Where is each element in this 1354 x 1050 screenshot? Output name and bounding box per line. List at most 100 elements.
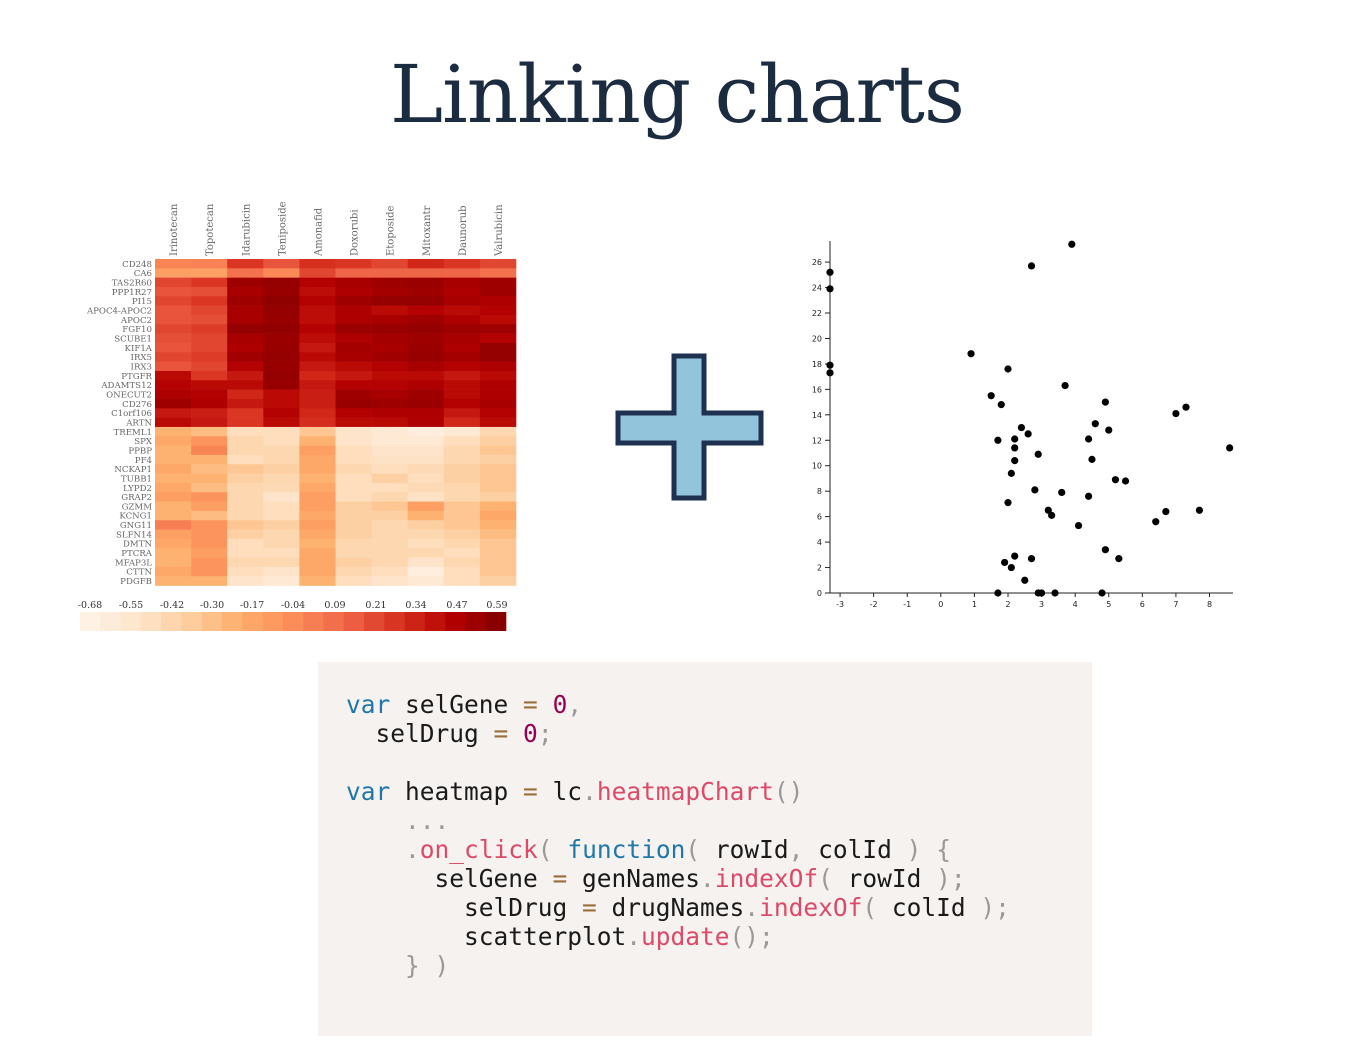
heatmap-cell[interactable] [479, 445, 517, 456]
heatmap-cell[interactable] [407, 454, 445, 465]
scatter-point[interactable] [994, 589, 1002, 597]
heatmap-cell[interactable] [407, 464, 445, 474]
scatter-point[interactable] [1101, 398, 1109, 406]
scatter-point[interactable] [1011, 435, 1019, 443]
heatmap-cell[interactable] [155, 445, 192, 456]
heatmap-cell[interactable] [443, 436, 481, 446]
heatmap-cell[interactable] [299, 259, 336, 269]
heatmap-cell[interactable] [407, 380, 445, 390]
scatter-point[interactable] [1048, 511, 1056, 519]
heatmap-cell[interactable] [335, 361, 372, 372]
heatmap-cell[interactable] [407, 277, 445, 288]
scatter-point[interactable] [1004, 499, 1012, 507]
heatmap-row-label[interactable]: PDGFB [120, 577, 152, 587]
heatmap-cell[interactable] [227, 361, 264, 372]
heatmap-cell[interactable] [155, 268, 192, 278]
heatmap-cell[interactable] [479, 520, 517, 530]
heatmap-cell[interactable] [191, 557, 228, 568]
heatmap-cell[interactable] [335, 370, 372, 381]
heatmap-cell[interactable] [371, 361, 408, 372]
heatmap-row-label[interactable]: GNG11 [120, 521, 152, 531]
heatmap-cell[interactable] [335, 510, 372, 521]
heatmap-cell[interactable] [407, 417, 445, 428]
heatmap-cell[interactable] [299, 566, 336, 577]
heatmap-cell[interactable] [443, 426, 481, 437]
heatmap-cell[interactable] [371, 342, 408, 353]
heatmap-cell[interactable] [299, 473, 336, 484]
heatmap-row-label[interactable]: C1orf106 [111, 409, 152, 419]
heatmap-cell[interactable] [155, 501, 192, 512]
heatmap-cell[interactable] [299, 501, 336, 512]
heatmap-cell[interactable] [371, 529, 408, 540]
heatmap-cell[interactable] [371, 576, 408, 586]
heatmap-cell[interactable] [299, 426, 336, 437]
heatmap-cell[interactable] [191, 482, 228, 493]
heatmap-cell[interactable] [227, 277, 264, 288]
heatmap-cell[interactable] [191, 464, 228, 474]
heatmap-cell[interactable] [479, 464, 517, 474]
scatter-point[interactable] [1162, 507, 1170, 516]
heatmap-cell[interactable] [371, 445, 408, 456]
heatmap-cell[interactable] [407, 557, 445, 568]
heatmap-cell[interactable] [155, 464, 192, 474]
heatmap-row-label[interactable]: IRX5 [131, 353, 152, 363]
heatmap-cell[interactable] [191, 436, 228, 446]
heatmap-cell[interactable] [191, 408, 228, 418]
heatmap-cell[interactable] [407, 408, 445, 418]
heatmap-cell[interactable] [335, 352, 372, 362]
heatmap-row-label[interactable]: GRAP2 [121, 493, 152, 503]
heatmap-cell[interactable] [371, 408, 408, 418]
heatmap-cell[interactable] [335, 259, 372, 269]
heatmap-cell[interactable] [443, 380, 481, 390]
heatmap-cell[interactable] [227, 286, 264, 297]
scatter-point[interactable] [1034, 450, 1042, 458]
heatmap-cell[interactable] [299, 417, 336, 428]
heatmap-cell[interactable] [335, 417, 372, 428]
heatmap-cell[interactable] [263, 426, 300, 437]
heatmap-cell[interactable] [155, 333, 192, 344]
scatter-point[interactable] [1011, 552, 1019, 560]
heatmap-cell[interactable] [479, 305, 517, 316]
heatmap-cell[interactable] [335, 314, 372, 325]
heatmap-cell[interactable] [191, 324, 228, 334]
heatmap-cell[interactable] [479, 361, 517, 372]
heatmap-cell[interactable] [335, 576, 372, 586]
heatmap-cell[interactable] [191, 566, 228, 577]
heatmap-cell[interactable] [299, 510, 336, 521]
heatmap-cell[interactable] [443, 482, 481, 493]
heatmap-cell[interactable] [407, 370, 445, 381]
scatter-point[interactable] [1027, 555, 1036, 563]
heatmap-cell[interactable] [299, 305, 336, 316]
heatmap-cell[interactable] [263, 296, 300, 306]
heatmap-cell[interactable] [443, 333, 481, 344]
heatmap-cell[interactable] [155, 389, 192, 400]
heatmap-cell[interactable] [299, 286, 336, 297]
heatmap-cell[interactable] [479, 501, 517, 512]
heatmap-cell[interactable] [443, 529, 481, 540]
scatter-point[interactable] [1061, 381, 1069, 390]
heatmap-cell[interactable] [479, 492, 517, 502]
heatmap-cell[interactable] [479, 333, 517, 344]
scatter-point[interactable] [1105, 426, 1113, 434]
heatmap-cell[interactable] [227, 398, 264, 409]
heatmap-col-label[interactable]: Etoposide [386, 206, 397, 256]
heatmap-cell[interactable] [443, 492, 481, 502]
heatmap-cell[interactable] [443, 277, 481, 288]
heatmap-cell[interactable] [443, 417, 481, 428]
heatmap-cell[interactable] [299, 268, 336, 278]
heatmap-cell[interactable] [191, 286, 228, 297]
heatmap-cell[interactable] [407, 286, 445, 297]
heatmap-cell[interactable] [227, 352, 264, 362]
heatmap-cell[interactable] [335, 426, 372, 437]
heatmap-cell[interactable] [335, 408, 372, 418]
heatmap-cell[interactable] [479, 436, 517, 446]
heatmap-cell[interactable] [227, 454, 264, 465]
heatmap-cell[interactable] [479, 380, 517, 390]
heatmap-row-label[interactable]: SLFN14 [116, 530, 153, 540]
heatmap-cell[interactable] [335, 305, 372, 316]
heatmap-cell[interactable] [263, 352, 300, 362]
heatmap-cell[interactable] [443, 305, 481, 316]
heatmap-row-label[interactable]: ADAMTS12 [100, 381, 152, 391]
heatmap-cell[interactable] [299, 324, 336, 334]
heatmap-cell[interactable] [407, 492, 445, 502]
